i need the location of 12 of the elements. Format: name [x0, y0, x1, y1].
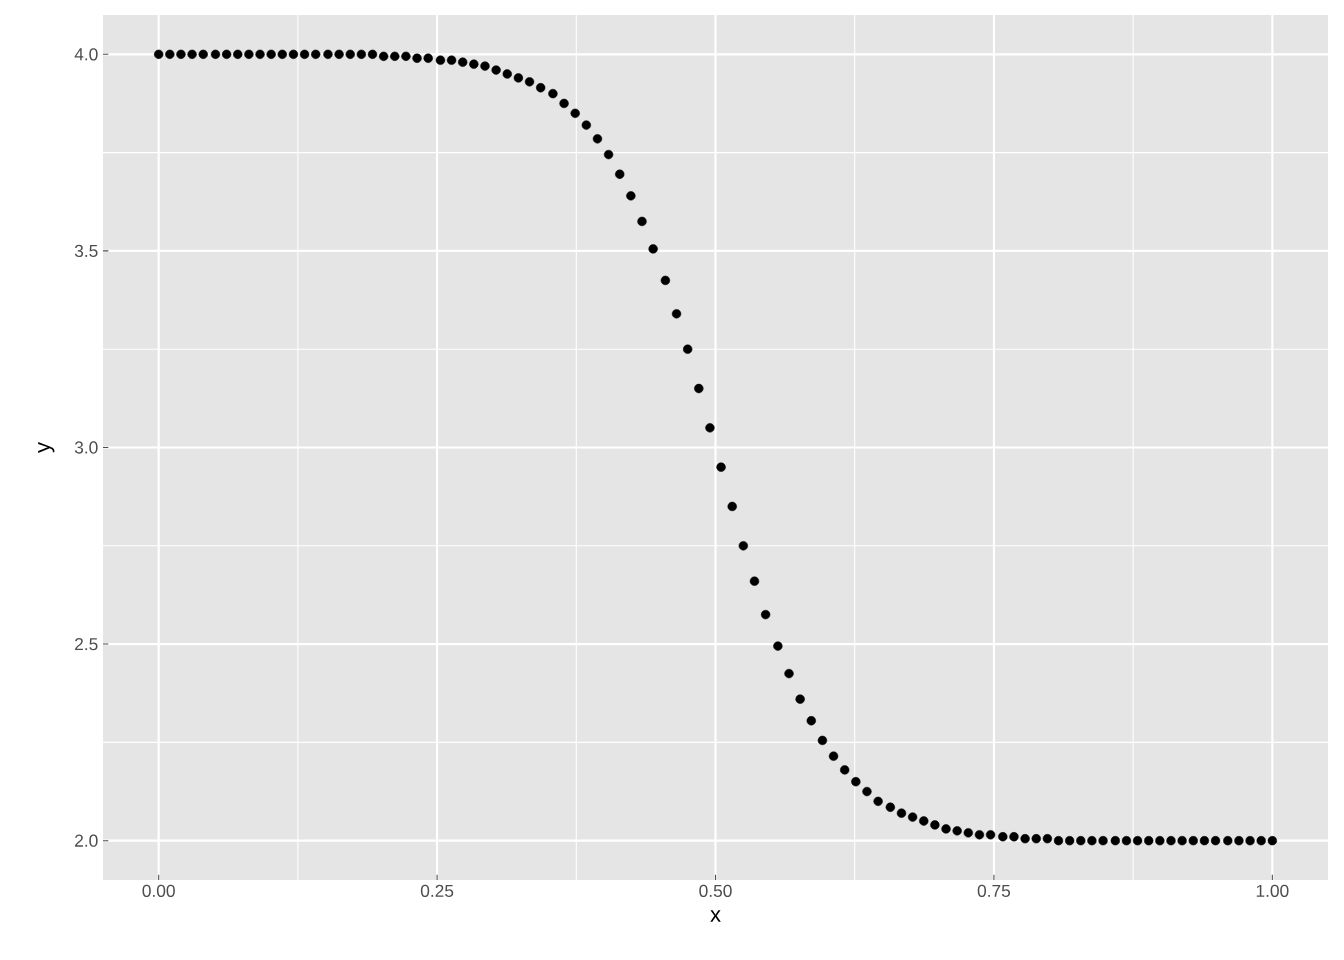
- x-tick-label: 0.25: [420, 884, 454, 897]
- x-tick-label: 0.75: [977, 884, 1011, 897]
- y-tick-label: 2.0: [75, 834, 98, 847]
- x-tick-label: 0.50: [699, 884, 732, 897]
- x-axis-title: x: [710, 910, 721, 922]
- x-tick-label: 0.00: [142, 884, 175, 897]
- x-tick-label: 1.00: [1256, 884, 1289, 897]
- y-tick-label: 2.5: [75, 637, 98, 651]
- y-tick-label: 4.0: [74, 48, 98, 61]
- y-tick-label: 3.5: [74, 244, 98, 258]
- y-tick-label: 3.0: [74, 441, 98, 454]
- y-axis-title: y: [38, 442, 55, 453]
